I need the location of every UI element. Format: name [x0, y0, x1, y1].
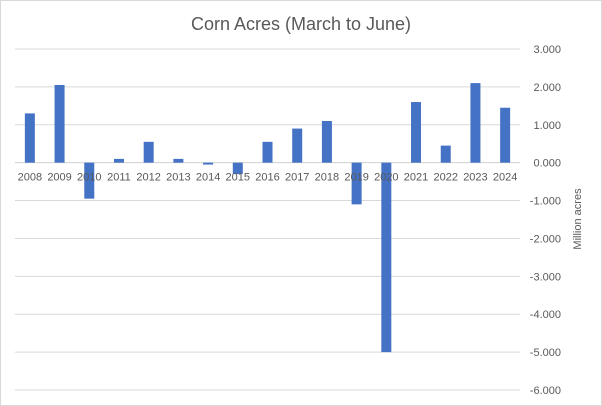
x-tick-labels: 2008 2009 2010 2011 2012 2013 2014 2015 2016 2017… [18, 172, 518, 184]
bar-2013 [173, 158, 184, 163]
x-tick-label: 2011 [107, 172, 131, 184]
bar-2020 [381, 162, 392, 353]
y-tick-label: 3.000 [533, 44, 561, 56]
y-tick-label: -4.000 [530, 309, 561, 321]
bar-2017 [292, 128, 303, 163]
x-tick-label: 2020 [374, 172, 398, 184]
x-tick-label: 2008 [18, 172, 42, 184]
x-tick-label: 2015 [226, 172, 250, 184]
y-tick-label: -3.000 [530, 271, 561, 283]
bar-2019 [351, 162, 362, 205]
bar-2015 [232, 162, 243, 175]
y-tick-label: -5.000 [530, 347, 561, 359]
bars [24, 83, 511, 353]
bar-2022 [440, 145, 451, 163]
y-tick-labels: 3.000 2.000 1.000 0.000 -1.000 -2.000 -3.000 -4… [530, 44, 561, 397]
x-tick-label: 2017 [285, 172, 309, 184]
x-tick-label: 2023 [463, 172, 487, 184]
bar-2010 [84, 162, 95, 199]
x-tick-label: 2019 [344, 172, 368, 184]
y-tick-label: -6.000 [530, 385, 561, 397]
x-tick-label: 2024 [493, 172, 517, 184]
x-tick-label: 2013 [166, 172, 190, 184]
y-tick-label: 1.000 [533, 120, 561, 132]
bar-2021 [411, 102, 422, 163]
bar-2009 [54, 84, 65, 163]
x-tick-label: 2022 [433, 172, 457, 184]
bar-2014 [203, 162, 214, 165]
bar-2018 [321, 120, 332, 163]
x-tick-label: 2012 [136, 172, 160, 184]
y-tick-label: 2.000 [533, 82, 561, 94]
bar-2016 [262, 141, 273, 163]
x-tick-label: 2010 [77, 172, 101, 184]
y-tick-label: -1.000 [530, 196, 561, 208]
bar-2012 [143, 141, 154, 163]
bar-2011 [113, 158, 124, 163]
x-tick-label: 2018 [315, 172, 339, 184]
chart-title: Corn Acres (March to June) [191, 14, 411, 34]
x-tick-label: 2009 [47, 172, 71, 184]
x-tick-label: 2016 [255, 172, 279, 184]
gridlines [15, 48, 520, 391]
bar-2024 [500, 107, 511, 163]
y-tick-label: 0.000 [533, 158, 561, 170]
y-tick-label: -2.000 [530, 233, 561, 245]
x-tick-label: 2021 [404, 172, 428, 184]
bar-2023 [470, 83, 481, 163]
x-tick-label: 2014 [196, 172, 220, 184]
y-axis-label: Million acres [572, 188, 584, 250]
bar-2008 [24, 113, 35, 163]
